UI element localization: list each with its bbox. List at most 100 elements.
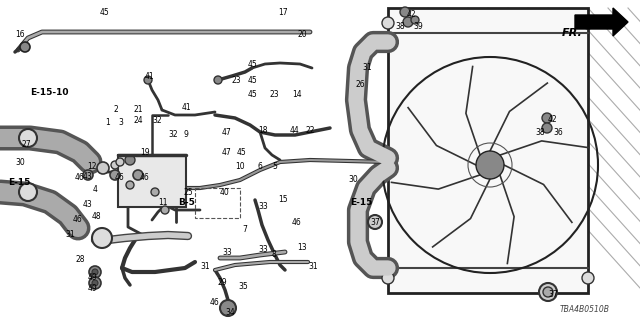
- Text: FR.: FR.: [562, 28, 583, 38]
- Text: B-5: B-5: [178, 198, 195, 207]
- Text: 35: 35: [238, 282, 248, 291]
- Circle shape: [151, 188, 159, 196]
- Text: 8: 8: [272, 250, 276, 259]
- Text: 41: 41: [145, 72, 155, 81]
- Text: 19: 19: [140, 148, 150, 157]
- Circle shape: [542, 113, 552, 123]
- Circle shape: [543, 287, 553, 297]
- Text: 46: 46: [115, 173, 125, 182]
- Circle shape: [214, 76, 222, 84]
- Text: E-15: E-15: [8, 178, 30, 187]
- Text: 46: 46: [292, 218, 301, 227]
- Text: 46: 46: [140, 173, 150, 182]
- Circle shape: [382, 17, 394, 29]
- Circle shape: [19, 183, 37, 201]
- Text: 12: 12: [87, 162, 97, 171]
- Text: 2: 2: [113, 105, 118, 114]
- Text: 33: 33: [258, 245, 268, 254]
- Text: 45: 45: [248, 60, 258, 69]
- Text: 37: 37: [370, 218, 380, 227]
- Text: 1: 1: [105, 118, 109, 127]
- Bar: [388, 8, 588, 293]
- Text: 40: 40: [220, 188, 230, 197]
- Text: 43: 43: [83, 200, 93, 209]
- Text: 36: 36: [553, 128, 563, 137]
- Text: 24: 24: [133, 116, 143, 125]
- Circle shape: [20, 42, 30, 52]
- Text: 17: 17: [278, 8, 287, 17]
- Text: 49: 49: [88, 284, 98, 293]
- Circle shape: [89, 277, 101, 289]
- Circle shape: [92, 280, 98, 286]
- Text: 46: 46: [75, 173, 84, 182]
- Text: 47: 47: [222, 148, 232, 157]
- Text: 45: 45: [248, 76, 258, 85]
- Text: 31: 31: [65, 230, 75, 239]
- Text: 48: 48: [92, 212, 102, 221]
- Text: 4: 4: [93, 185, 98, 194]
- Circle shape: [92, 228, 112, 248]
- Text: 31: 31: [200, 262, 210, 271]
- Text: 13: 13: [297, 243, 307, 252]
- Text: 7: 7: [242, 225, 247, 234]
- Text: 22: 22: [305, 126, 314, 135]
- Circle shape: [161, 206, 169, 214]
- Text: 23: 23: [270, 90, 280, 99]
- Text: 49: 49: [88, 273, 98, 282]
- Circle shape: [144, 76, 152, 84]
- Text: 33: 33: [222, 248, 232, 257]
- Text: 21: 21: [133, 105, 143, 114]
- Text: 33: 33: [258, 202, 268, 211]
- Text: 9: 9: [183, 130, 188, 139]
- Circle shape: [411, 16, 419, 24]
- Text: 45: 45: [237, 148, 247, 157]
- Text: 44: 44: [290, 126, 300, 135]
- Circle shape: [116, 158, 124, 166]
- Circle shape: [220, 300, 236, 316]
- Text: 32: 32: [168, 130, 178, 139]
- Text: 34: 34: [225, 308, 235, 317]
- Circle shape: [403, 17, 413, 27]
- Text: 42: 42: [407, 10, 417, 19]
- Circle shape: [476, 151, 504, 179]
- Text: 10: 10: [235, 162, 244, 171]
- Text: 3: 3: [118, 118, 123, 127]
- Text: 18: 18: [258, 126, 268, 135]
- Text: 41: 41: [182, 103, 191, 112]
- Text: 32: 32: [152, 116, 162, 125]
- Text: 37: 37: [548, 290, 557, 299]
- Text: 26: 26: [355, 80, 365, 89]
- Text: 27: 27: [22, 140, 31, 149]
- Text: 16: 16: [15, 30, 24, 39]
- Text: 20: 20: [298, 30, 308, 39]
- Bar: [195, 188, 240, 218]
- Circle shape: [110, 170, 120, 180]
- Text: 31: 31: [362, 63, 372, 72]
- Text: 15: 15: [278, 195, 287, 204]
- Text: 46: 46: [73, 215, 83, 224]
- Circle shape: [400, 7, 410, 17]
- Circle shape: [89, 266, 101, 278]
- Circle shape: [126, 181, 134, 189]
- Circle shape: [539, 283, 557, 301]
- Circle shape: [542, 123, 552, 133]
- Circle shape: [368, 215, 382, 229]
- Circle shape: [582, 272, 594, 284]
- Circle shape: [111, 161, 119, 169]
- Circle shape: [382, 272, 394, 284]
- Text: 25: 25: [183, 188, 193, 197]
- Text: 43: 43: [83, 172, 93, 181]
- Text: 30: 30: [15, 158, 25, 167]
- Text: 23: 23: [232, 76, 242, 85]
- Text: E-15: E-15: [350, 198, 372, 207]
- Text: 45: 45: [248, 90, 258, 99]
- Text: 38: 38: [535, 128, 545, 137]
- Circle shape: [97, 162, 109, 174]
- Text: 11: 11: [158, 198, 168, 207]
- Bar: [118, 155, 186, 207]
- Text: 46: 46: [210, 298, 220, 307]
- Text: 47: 47: [222, 128, 232, 137]
- Text: 28: 28: [75, 255, 84, 264]
- Text: E-15-10: E-15-10: [30, 88, 68, 97]
- Text: 39: 39: [413, 22, 423, 31]
